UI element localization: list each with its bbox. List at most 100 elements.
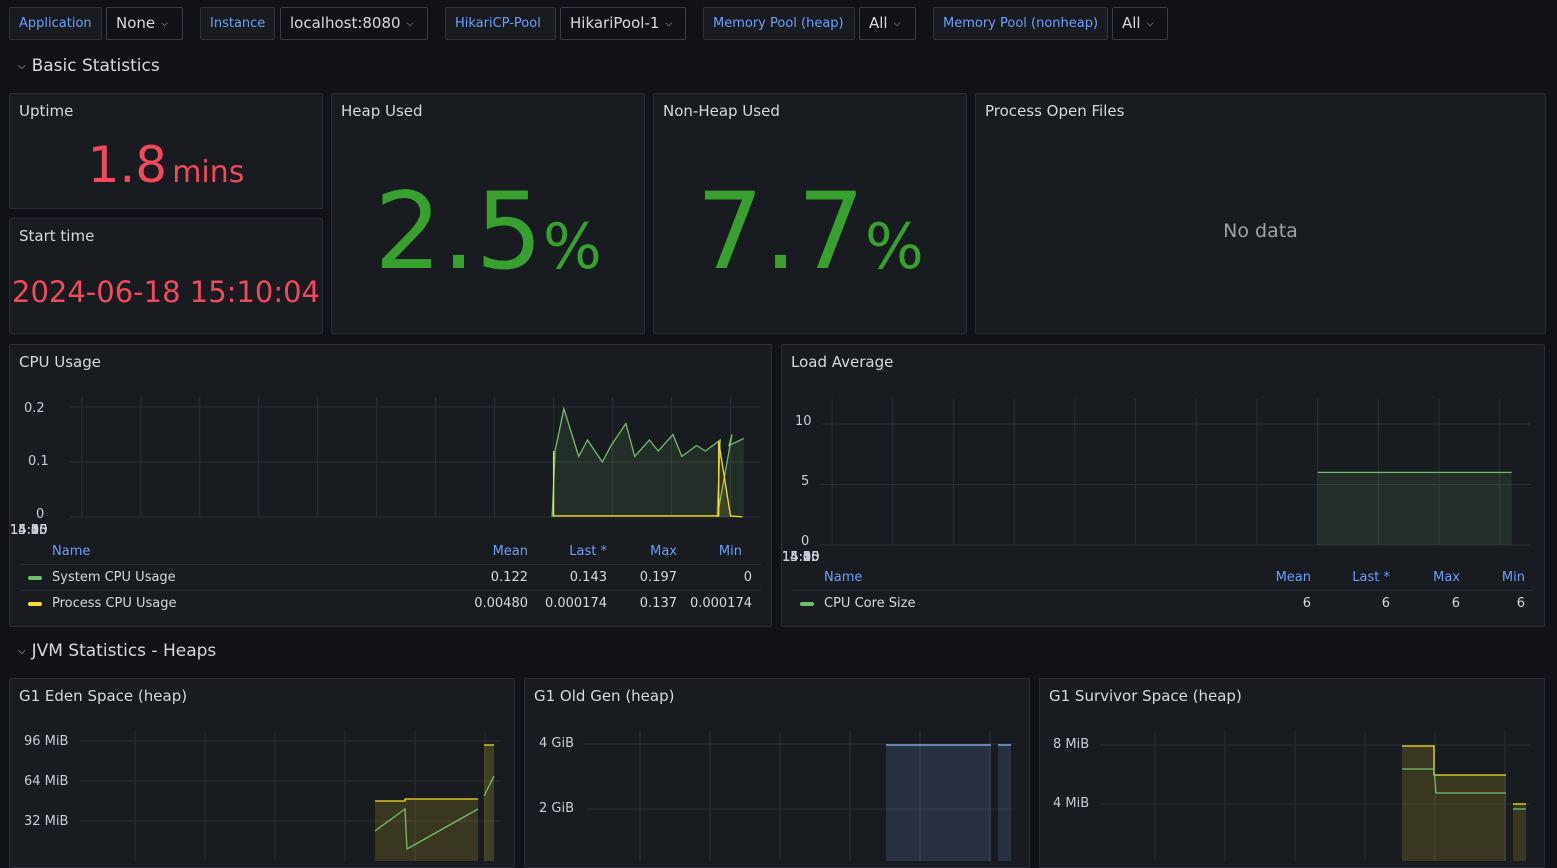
series-line [551, 406, 745, 518]
series-area [1317, 472, 1512, 545]
var-value-memory-heap: All [869, 14, 888, 32]
cpu-plot-area[interactable] [70, 397, 760, 518]
row-title-text: JVM Statistics - Heaps [31, 641, 217, 661]
var-select-hikaricp[interactable]: HikariPool-1 ⌵ [560, 7, 686, 40]
x-tick: 14:25 [10, 523, 48, 538]
heap-used-number: 2.5 [374, 170, 543, 293]
legend-row-last: 0.000174 [544, 596, 607, 611]
y-tick: 4 GiB [539, 736, 575, 751]
series-area [1402, 746, 1506, 861]
series-line [552, 441, 743, 518]
legend-header-max[interactable]: Max [650, 544, 677, 559]
row-jvm-heaps[interactable]: ⌵ JVM Statistics - Heaps [18, 641, 216, 661]
y-tick: 5 [801, 474, 810, 489]
series-area [552, 408, 744, 517]
panel-title: G1 Old Gen (heap) [534, 687, 675, 705]
legend-header-min[interactable]: Min [718, 544, 742, 559]
y-tick: 0.1 [28, 454, 49, 469]
var-value-instance: localhost:8080 [290, 14, 401, 32]
panel-heap-used[interactable]: Heap Used 2.5% [331, 93, 645, 334]
legend-header-max[interactable]: Max [1433, 570, 1460, 585]
y-tick: 8 MiB [1053, 737, 1090, 752]
nonheap-used-number: 7.7 [696, 170, 865, 293]
legend-row-last: 6 [1381, 596, 1390, 611]
series-line [1402, 745, 1506, 776]
x-tick: 15:10 [782, 550, 820, 565]
panel-title: Non-Heap Used [663, 102, 780, 120]
legend-header-name: Name [52, 544, 91, 559]
uptime-value: 1.8 mins [10, 136, 322, 194]
uptime-unit: mins [172, 155, 245, 190]
legend-row-name[interactable]: CPU Core Size [824, 596, 916, 611]
y-tick: 32 MiB [24, 814, 69, 829]
x-tick: 14:25 [782, 550, 820, 565]
survivor-plot-area[interactable] [1100, 731, 1530, 861]
var-select-memory-heap[interactable]: All ⌵ [859, 7, 916, 40]
panel-title: CPU Usage [19, 353, 102, 371]
chevron-down-icon: ⌵ [665, 19, 673, 29]
legend-header-name: Name [824, 570, 863, 585]
panel-g1-oldgen[interactable]: G1 Old Gen (heap) 4 GiB 2 GiB [524, 678, 1030, 868]
legend-row-name[interactable]: Process CPU Usage [52, 596, 177, 611]
panel-title: Start time [19, 227, 95, 245]
x-tick: 14:15 [782, 550, 820, 565]
x-tick: 14:20 [10, 523, 48, 538]
start-time-value: 2024-06-18 15:10:04 [12, 275, 320, 309]
var-select-instance[interactable]: localhost:8080 ⌵ [280, 7, 428, 40]
y-tick: 0.2 [24, 401, 45, 416]
var-value-memory-nonheap: All [1122, 14, 1141, 32]
panel-cpu-usage[interactable]: CPU Usage 0.2 0.1 0 14:15 14:20 14:25 14:30… [9, 344, 772, 627]
x-tick: 14:40 [782, 550, 820, 565]
panel-g1-eden[interactable]: G1 Eden Space (heap) 96 MiB 64 MiB 32 Mi… [9, 678, 515, 868]
panel-title: Load Average [791, 353, 894, 371]
legend-swatch-yellow [28, 602, 42, 606]
legend-swatch-green [800, 602, 814, 606]
var-select-application[interactable]: None ⌵ [106, 7, 183, 40]
x-tick: 14:35 [782, 550, 820, 565]
legend-row-name[interactable]: System CPU Usage [52, 570, 176, 585]
legend-row-max: 0.137 [639, 596, 677, 611]
panel-nonheap-used[interactable]: Non-Heap Used 7.7% [653, 93, 967, 334]
y-tick: 96 MiB [24, 734, 69, 749]
panel-start-time[interactable]: Start time 2024-06-18 15:10:04 [9, 218, 323, 334]
panel-g1-survivor[interactable]: G1 Survivor Space (heap) 8 MiB 4 MiB [1039, 678, 1545, 868]
oldgen-plot-area[interactable] [585, 731, 1015, 861]
y-tick: 0 [36, 507, 45, 522]
heap-used-unit: % [542, 210, 602, 283]
var-select-memory-nonheap[interactable]: All ⌵ [1112, 7, 1168, 40]
panel-open-files[interactable]: Process Open Files No data [975, 93, 1546, 334]
chevron-down-icon: ⌵ [18, 646, 26, 657]
panel-title: Process Open Files [985, 102, 1125, 120]
panel-title: Uptime [19, 102, 74, 120]
y-tick: 2 GiB [539, 801, 575, 816]
x-tick: 14:30 [10, 523, 48, 538]
legend-divider [792, 590, 1534, 591]
panel-load-average[interactable]: Load Average 10 5 0 14:15 14:20 14:25 14:30… [781, 344, 1545, 627]
legend-header-last[interactable]: Last * [569, 544, 607, 559]
row-basic-statistics[interactable]: ⌵ Basic Statistics [18, 56, 160, 76]
series-line [375, 798, 478, 802]
series-area [1513, 804, 1526, 861]
series-area [886, 745, 991, 861]
eden-plot-area[interactable] [80, 731, 500, 861]
legend-header-min[interactable]: Min [1501, 570, 1525, 585]
legend-header-mean[interactable]: Mean [1275, 570, 1311, 585]
panel-uptime[interactable]: Uptime 1.8 mins [9, 93, 323, 209]
x-tick: 15:00 [10, 523, 48, 538]
legend-header-last[interactable]: Last * [1352, 570, 1390, 585]
legend-row-last: 0.143 [569, 570, 607, 585]
series-area [553, 441, 743, 517]
legend-row-mean: 0.122 [490, 570, 528, 585]
legend-row-min: 6 [1516, 596, 1525, 611]
chevron-down-icon: ⌵ [893, 19, 901, 29]
x-tick: 15:05 [10, 523, 48, 538]
load-plot-area[interactable] [820, 399, 1530, 546]
x-tick: 14:20 [782, 550, 820, 565]
y-tick: 64 MiB [24, 774, 69, 789]
x-tick: 15:10 [10, 523, 48, 538]
x-tick: 15:05 [782, 550, 820, 565]
series-line [374, 807, 479, 851]
heap-used-value: 2.5% [332, 172, 644, 292]
panel-title: Heap Used [341, 102, 423, 120]
legend-header-mean[interactable]: Mean [492, 544, 528, 559]
